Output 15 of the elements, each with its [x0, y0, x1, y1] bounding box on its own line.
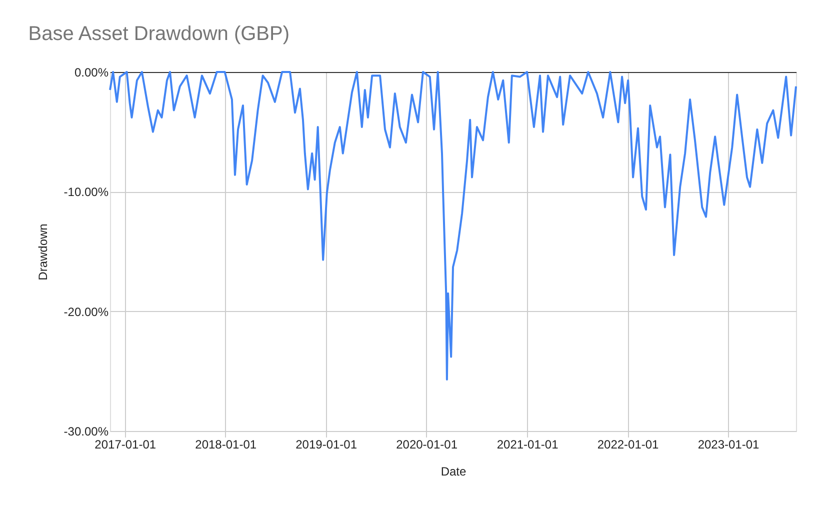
- y-tick-label: -30.00%: [64, 424, 109, 438]
- x-tick-label: 2018-01-01: [195, 438, 257, 452]
- y-tick-label: -10.00%: [64, 185, 109, 200]
- line-series: [109, 71, 797, 381]
- x-tick-label: 2017-01-01: [94, 438, 156, 452]
- x-tick-label: 2019-01-01: [296, 438, 358, 452]
- x-axis-title: Date: [440, 464, 466, 478]
- y-tick-label: -20.00%: [64, 304, 109, 319]
- x-tick-label: 2020-01-01: [396, 438, 458, 452]
- y-axis-title: Drawdown: [36, 224, 50, 280]
- x-tick-label: 2022-01-01: [597, 438, 660, 452]
- chart-title: Base Asset Drawdown (GBP): [28, 23, 290, 45]
- x-tick-label: 2021-01-01: [496, 438, 559, 452]
- x-tick-label: 2023-01-01: [698, 438, 760, 452]
- y-tick-label: 0.00%: [74, 66, 109, 80]
